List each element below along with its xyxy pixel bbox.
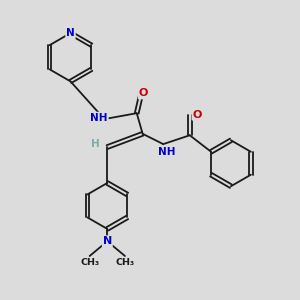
Text: CH₃: CH₃ [116,258,134,267]
Text: CH₃: CH₃ [80,258,99,267]
Text: N: N [103,236,112,246]
Text: NH: NH [158,147,175,158]
Text: N: N [66,28,75,38]
Text: H: H [91,139,99,148]
Text: O: O [192,110,202,120]
Text: O: O [139,88,148,98]
Text: NH: NH [90,112,108,123]
